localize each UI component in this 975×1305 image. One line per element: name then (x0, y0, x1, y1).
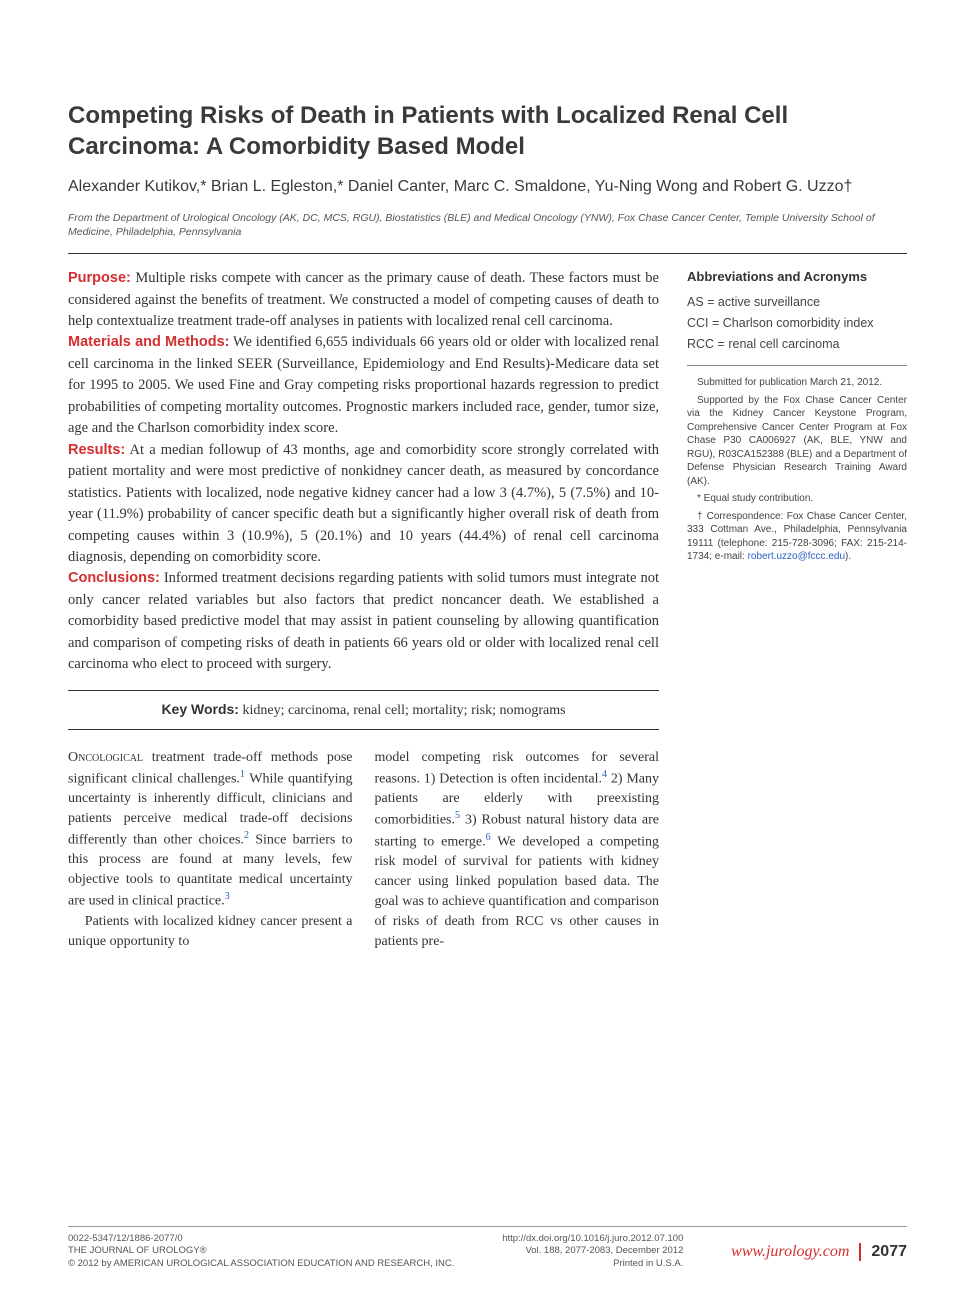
content-row: Purpose: Multiple risks compete with can… (68, 268, 907, 951)
journal-name: THE JOURNAL OF UROLOGY® (68, 1245, 454, 1258)
footer-divider (68, 1226, 907, 1227)
issn: 0022-5347/12/1886-2077/0 (68, 1233, 454, 1246)
author-list: Alexander Kutikov,* Brian L. Egleston,* … (68, 176, 907, 198)
sidebar-column: Abbreviations and Acronyms AS = active s… (687, 268, 907, 951)
correspondence-suffix: ). (845, 551, 851, 562)
page-footer: 0022-5347/12/1886-2077/0 THE JOURNAL OF … (68, 1226, 907, 1271)
printed-in: Printed in U.S.A. (502, 1258, 683, 1271)
abbrev-as: AS = active surveillance (687, 292, 907, 313)
abstract-results: Results: At a median followup of 43 mont… (68, 440, 659, 569)
correspondence-note: † Correspondence: Fox Chase Cancer Cente… (687, 510, 907, 564)
equal-contribution-note: * Equal study contribution. (687, 492, 907, 506)
results-label: Results: (68, 442, 125, 458)
header-divider (68, 253, 907, 254)
conclusions-label: Conclusions: (68, 570, 160, 586)
body-columns: Oncological treatment trade-off methods … (68, 748, 659, 952)
page-number: 2077 (859, 1243, 907, 1261)
correspondence-email[interactable]: robert.uzzo@fccc.edu (748, 551, 845, 562)
abstract-methods: Materials and Methods: We identified 6,6… (68, 332, 659, 439)
copyright: © 2012 by AMERICAN UROLOGICAL ASSOCIATIO… (68, 1258, 454, 1271)
footer-row: 0022-5347/12/1886-2077/0 THE JOURNAL OF … (68, 1233, 907, 1271)
journal-url[interactable]: www.jurology.com (731, 1243, 849, 1261)
article-title: Competing Risks of Death in Patients wit… (68, 100, 907, 162)
doi: http://dx.doi.org/10.1016/j.juro.2012.07… (502, 1233, 683, 1246)
purpose-label: Purpose: (68, 270, 131, 286)
keywords-text: kidney; carcinoma, renal cell; mortality… (239, 703, 566, 718)
footer-left: 0022-5347/12/1886-2077/0 THE JOURNAL OF … (68, 1233, 454, 1271)
body-p3: model competing risk outcomes for severa… (375, 748, 660, 952)
sidebar-divider (687, 365, 907, 366)
dropword: Oncological (68, 750, 143, 765)
purpose-text: Multiple risks compete with cancer as th… (68, 270, 659, 329)
keywords-label: Key Words: (161, 701, 239, 717)
abstract-column: Purpose: Multiple risks compete with can… (68, 268, 659, 951)
methods-label: Materials and Methods: (68, 334, 229, 350)
funding-note: Supported by the Fox Chase Cancer Center… (687, 394, 907, 489)
citation-3[interactable]: 3 (225, 891, 230, 902)
abbreviations-heading: Abbreviations and Acronyms (687, 268, 907, 286)
abbrev-rcc: RCC = renal cell carcinoma (687, 334, 907, 355)
body-p1: Oncological treatment trade-off methods … (68, 748, 353, 912)
abbrev-cci: CCI = Charlson comorbidity index (687, 313, 907, 334)
footer-mid: http://dx.doi.org/10.1016/j.juro.2012.07… (502, 1233, 683, 1271)
body-text: We developed a competing risk model of s… (375, 834, 660, 948)
affiliation: From the Department of Urological Oncolo… (68, 211, 907, 239)
footer-right: www.jurology.com 2077 (731, 1233, 907, 1271)
body-p2: Patients with localized kidney cancer pr… (68, 912, 353, 952)
results-text: At a median followup of 43 months, age a… (68, 442, 659, 565)
abstract-purpose: Purpose: Multiple risks compete with can… (68, 268, 659, 332)
body-column-1: Oncological treatment trade-off methods … (68, 748, 353, 952)
submission-note: Submitted for publication March 21, 2012… (687, 376, 907, 390)
keywords-block: Key Words: kidney; carcinoma, renal cell… (68, 690, 659, 730)
abstract-conclusions: Conclusions: Informed treatment decision… (68, 568, 659, 675)
volume-info: Vol. 188, 2077-2083, December 2012 (502, 1245, 683, 1258)
body-column-2: model competing risk outcomes for severa… (375, 748, 660, 952)
